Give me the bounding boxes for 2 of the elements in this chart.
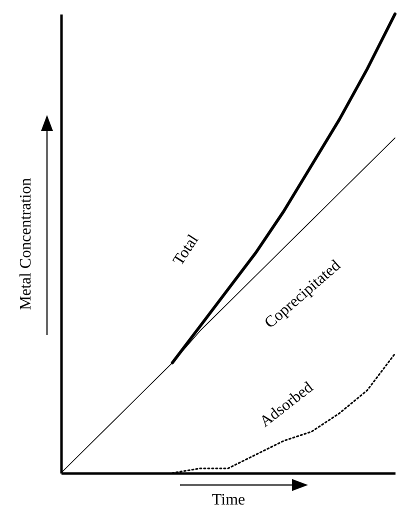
y-axis-title: Metal Concentration: [18, 178, 34, 310]
x-axis-title: Time: [212, 492, 246, 508]
